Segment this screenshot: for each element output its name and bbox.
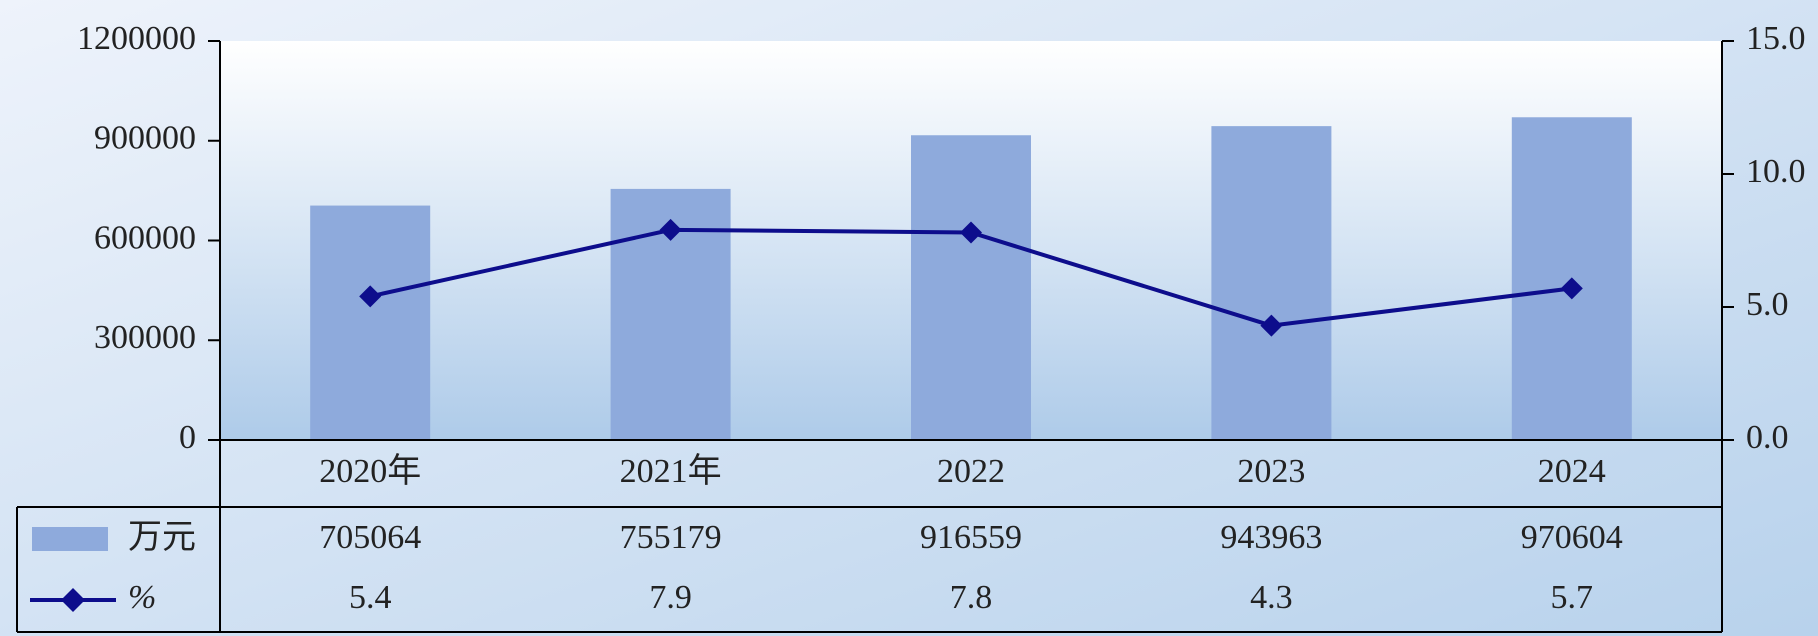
table-value: 4.3 [1250, 579, 1293, 616]
point [1560, 277, 1583, 300]
x-tick-label: 2020年 [319, 452, 421, 490]
table-value: 5.7 [1551, 579, 1594, 616]
table-frame [16, 41, 1723, 633]
legend-swatch [32, 527, 108, 551]
table-value: 705064 [319, 519, 421, 556]
table-value: 755179 [620, 519, 722, 556]
point [659, 218, 682, 241]
y-tick-label: 900000 [94, 120, 196, 157]
bar [911, 135, 1031, 440]
y2-tick-label: 15.0 [1746, 20, 1806, 57]
y-tick-label: 1200000 [77, 20, 196, 57]
table-value: 916559 [920, 519, 1022, 556]
x-tick-label: 2022 [937, 453, 1005, 490]
table-value: 7.8 [950, 579, 993, 616]
y-tick-label: 600000 [94, 219, 196, 256]
bar [310, 205, 431, 440]
x-tick-label: 2021年 [620, 452, 722, 490]
table-value: 7.9 [649, 579, 692, 616]
point [960, 221, 982, 244]
y-tick-label: 0 [179, 419, 196, 456]
point [1260, 314, 1283, 337]
x-tick-label: 2023 [1237, 453, 1305, 490]
y2-tick-label: 10.0 [1746, 153, 1806, 190]
y-tick-label: 300000 [94, 319, 196, 356]
legend-label: 万元 [128, 519, 196, 556]
bar [1211, 126, 1332, 441]
legend-label: % [128, 579, 156, 616]
y2-tick-label: 0.0 [1746, 419, 1789, 456]
table-value: 5.4 [349, 579, 392, 616]
point [359, 285, 382, 308]
legend-marker [61, 588, 85, 612]
x-tick-label: 2024 [1538, 453, 1606, 490]
table-value: 943963 [1220, 519, 1322, 556]
y2-tick-label: 5.0 [1746, 286, 1789, 323]
table-value: 970604 [1521, 519, 1623, 556]
